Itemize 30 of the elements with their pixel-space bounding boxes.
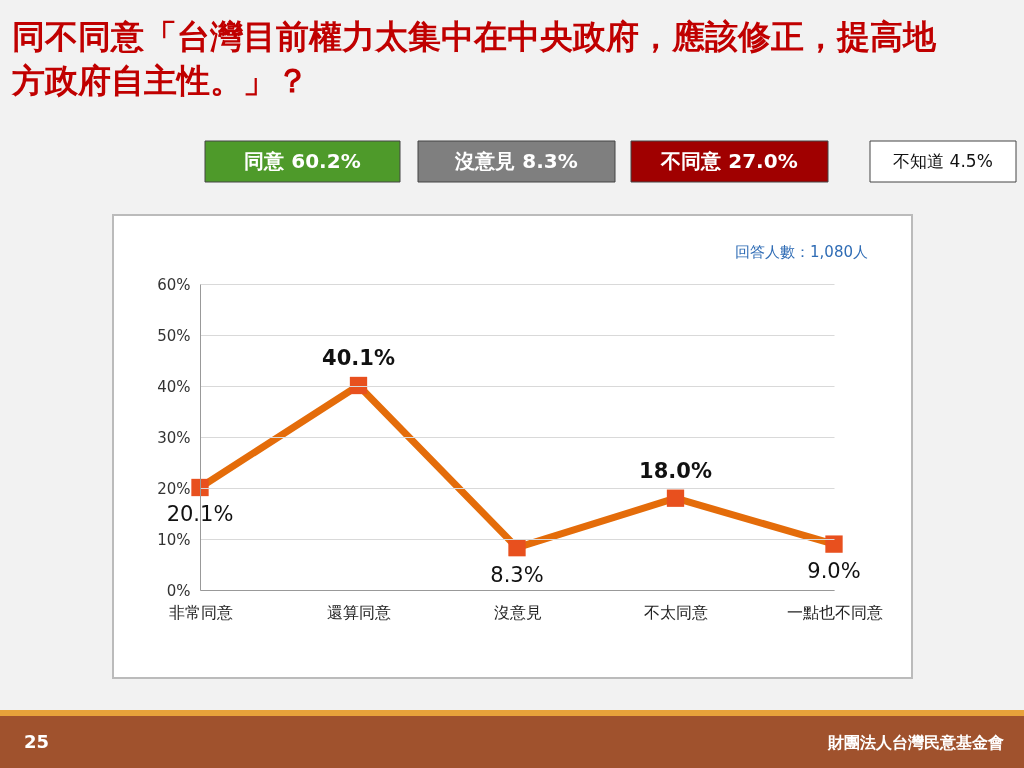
data-label: 9.0% [807, 559, 861, 584]
data-label: 8.3% [490, 562, 544, 587]
x-tick-label: 一點也不同意 [786, 602, 883, 622]
text: 回答人數：1,080人 [735, 243, 868, 261]
y-tick-label: 50% [157, 326, 191, 345]
data-label: 40.1% [322, 346, 395, 371]
point [825, 535, 843, 553]
text: 25 [24, 731, 50, 752]
point [349, 376, 368, 395]
text: 同意 60.2% [244, 149, 361, 173]
point [191, 478, 209, 497]
text: 不知道 4.5% [893, 151, 993, 171]
x-tick-label: 還算同意 [327, 602, 391, 622]
data-label: 20.1% [166, 502, 234, 527]
y-tick-label: 30% [157, 428, 191, 447]
y-tick-label: 40% [157, 377, 191, 396]
x-tick-label: 不太同意 [644, 602, 708, 622]
y-tick-label: 60% [157, 275, 191, 294]
point [666, 489, 685, 507]
text: 不同意 27.0% [660, 149, 798, 173]
y-tick-label: 0% [166, 581, 191, 600]
x-tick-label: 沒意見 [493, 602, 542, 622]
chart-title: 同不同意「台灣目前權力太集中在中央政府，應該修正，提高地方政府自主性。」？ [11, 17, 937, 100]
data-label: 18.0% [639, 459, 712, 484]
point [508, 539, 526, 557]
y-tick-label: 10% [157, 530, 191, 549]
y-tick-label: 20% [157, 479, 191, 498]
text: 財團法人台灣民意基金會 [827, 733, 1004, 752]
text: 沒意見 8.3% [454, 149, 578, 173]
x-tick-label: 非常同意 [168, 602, 233, 622]
